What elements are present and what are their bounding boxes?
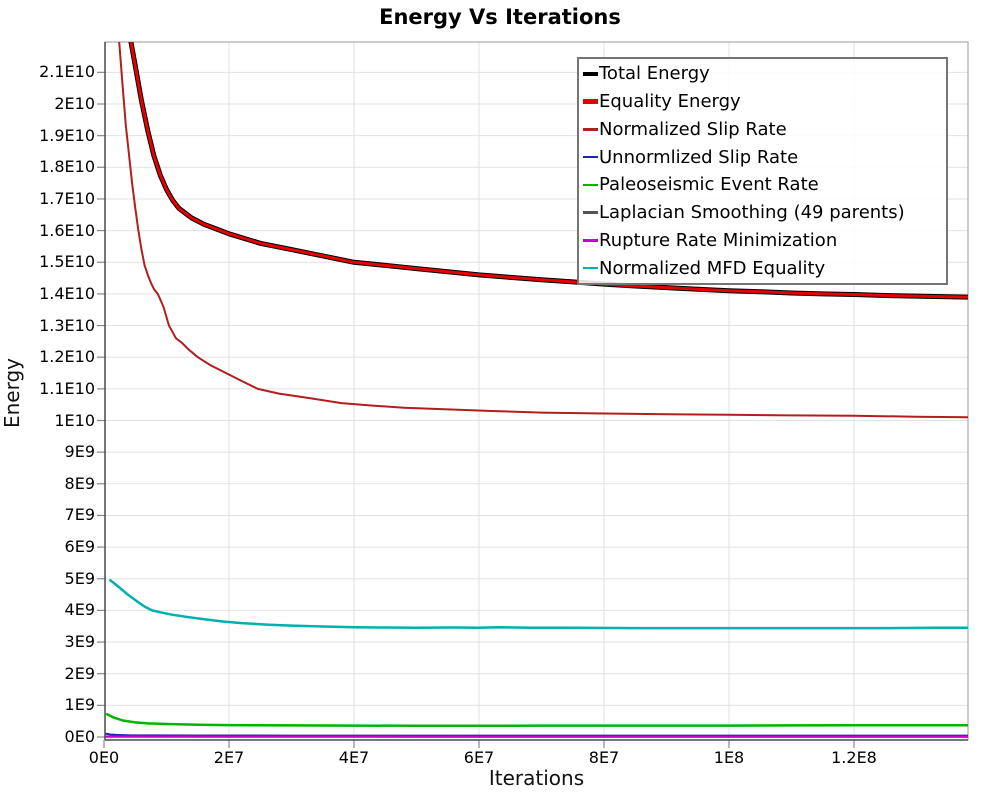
legend-swatch-icon	[583, 155, 598, 159]
y-tick-label: 1.3E10	[39, 315, 95, 335]
x-axis-title: Iterations	[488, 766, 585, 790]
x-tick-label: 4E7	[338, 748, 370, 767]
legend-item-unnormlized-slip-rate: Unnormlized Slip Rate	[579, 144, 946, 170]
y-tick-label: 7E9	[64, 505, 95, 525]
y-tick-label: 0E0	[64, 727, 95, 746]
y-tick-label: 1.9E10	[39, 125, 95, 145]
legend: Total Energy Equality Energy Normalized Sl…	[577, 57, 948, 285]
legend-item-rupture-rate-minimization: Rupture Rate Minimization	[579, 227, 946, 253]
y-tick-label: 1E9	[64, 695, 95, 715]
y-tick-label: 1.6E10	[39, 220, 95, 240]
legend-item-normalized-slip-rate: Normalized Slip Rate	[579, 116, 946, 142]
y-tick-label: 4E9	[64, 600, 95, 620]
legend-label: Unnormlized Slip Rate	[599, 146, 799, 168]
x-tick-label: 8E7	[588, 748, 620, 767]
x-tick-label: 6E7	[463, 748, 495, 767]
y-tick-label: 2.1E10	[39, 62, 95, 82]
y-tick-label: 2E9	[64, 663, 95, 683]
series-lines	[105, 42, 968, 738]
y-tick-label: 1.7E10	[39, 188, 95, 208]
legend-swatch-icon	[583, 211, 598, 214]
chart-title: Energy Vs Iterations	[379, 5, 621, 29]
legend-item-total-energy: Total Energy	[579, 61, 946, 87]
legend-item-normalized-mfd-equality: Normalized MFD Equality	[579, 255, 946, 281]
legend-label: Normalized Slip Rate	[599, 118, 787, 140]
axis-spines	[104, 42, 968, 741]
legend-swatch-icon	[583, 183, 598, 187]
series-line-unnormlized-slip-rate	[105, 732, 968, 737]
legend-swatch-icon	[583, 266, 598, 270]
axis-ticks	[97, 71, 855, 748]
y-tick-label: 8E9	[64, 473, 95, 493]
legend-label: Total Energy	[599, 63, 710, 85]
legend-item-equality-energy: Equality Energy	[579, 89, 946, 115]
x-tick-label: 0E0	[88, 748, 120, 767]
legend-swatch-icon	[583, 99, 598, 104]
x-tick-label: 1E8	[713, 748, 745, 767]
x-tick-label: 1.2E8	[831, 748, 877, 767]
y-tick-label: 1E10	[54, 410, 95, 430]
y-tick-label: 6E9	[64, 537, 95, 557]
y-tick-label: 1.5E10	[39, 252, 95, 272]
series-line-normalized-slip-rate	[118, 42, 968, 419]
legend-swatch-icon	[583, 128, 598, 131]
y-tick-label: 2E10	[54, 94, 95, 113]
legend-swatch-icon	[583, 71, 598, 77]
legend-label: Rupture Rate Minimization	[599, 229, 838, 251]
legend-label: Laplacian Smoothing (49 parents)	[599, 202, 905, 224]
y-tick-label: 5E9	[64, 568, 95, 588]
y-tick-label: 9E9	[64, 442, 95, 462]
legend-label: Paleoseismic Event Rate	[599, 174, 819, 196]
y-tick-label: 1.4E10	[39, 283, 95, 303]
x-tick-label: 2E7	[213, 748, 245, 767]
y-tick-label: 1.2E10	[39, 347, 95, 367]
legend-item-laplacian-smoothing-49-parents: Laplacian Smoothing (49 parents)	[579, 200, 946, 226]
y-axis-title: Energy	[0, 357, 24, 429]
series-line-equality-energy	[129, 42, 968, 299]
y-tick-label: 1.1E10	[39, 378, 95, 398]
series-line-normalized-mfd-equality	[109, 579, 968, 630]
legend-item-paleoseismic-event-rate: Paleoseismic Event Rate	[579, 172, 946, 198]
legend-label: Normalized MFD Equality	[599, 257, 826, 279]
series-line-paleoseismic-event-rate	[105, 712, 968, 728]
y-tick-label: 1.8E10	[39, 157, 95, 177]
legend-swatch-icon	[583, 239, 598, 242]
legend-label: Equality Energy	[599, 91, 741, 113]
y-tick-label: 3E9	[64, 632, 95, 652]
